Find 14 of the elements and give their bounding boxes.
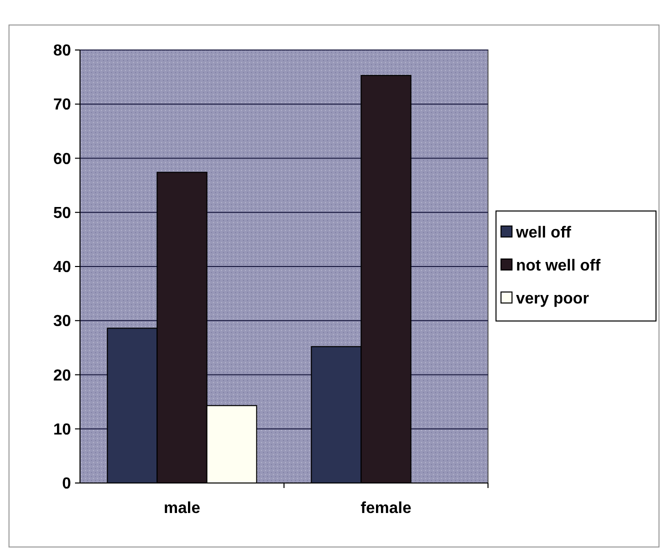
y-tick-label: 10 xyxy=(53,421,72,438)
legend-label: well off xyxy=(515,224,572,242)
y-tick-label: 40 xyxy=(53,259,72,276)
x-tick-label: female xyxy=(360,500,412,517)
legend-label: not well off xyxy=(516,258,602,275)
y-tick-label: 50 xyxy=(53,204,72,222)
y-tick-label: 70 xyxy=(53,96,72,114)
legend-label: very poor xyxy=(516,290,589,308)
y-tick-label: 30 xyxy=(53,313,72,330)
y-tick-label: 0 xyxy=(62,476,72,493)
y-tick-label: 80 xyxy=(53,42,72,60)
y-tick-label: 20 xyxy=(53,367,72,384)
x-tick-label: male xyxy=(164,500,200,517)
y-tick-label: 60 xyxy=(53,150,72,168)
